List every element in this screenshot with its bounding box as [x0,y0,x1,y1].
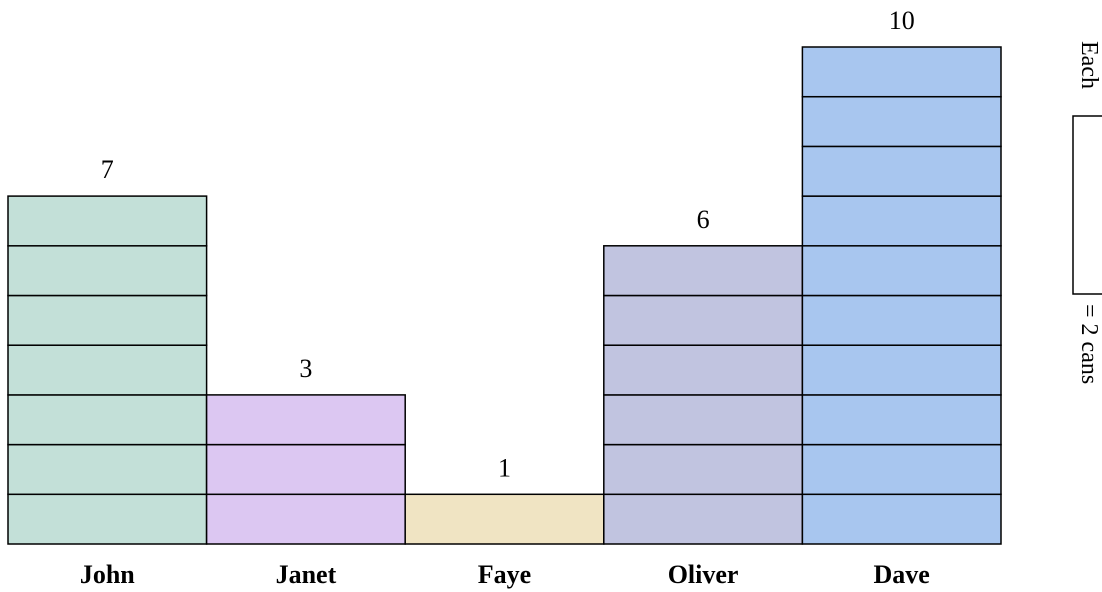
bar-oliver [603,245,804,545]
category-label-janet: Janet [276,560,337,589]
bar-unit [404,493,605,545]
value-label-group: 7 3 1 6 10 [101,6,915,482]
bar-unit [603,245,804,297]
value-label-faye: 1 [498,453,511,482]
bar-unit [801,95,1002,148]
bar-unit [205,443,406,496]
bar-dave [801,46,1002,545]
bar-unit [7,443,208,496]
category-label-group: John Janet Faye Oliver Dave [80,560,930,589]
bar-unit [801,195,1002,247]
bar-faye [404,493,605,545]
bar-group [7,46,1002,545]
bar-unit [7,245,208,297]
bar-unit [7,195,208,247]
value-label-john: 7 [101,155,114,184]
category-label-dave: Dave [874,560,930,589]
bar-unit [603,294,804,346]
bar-unit [801,443,1002,496]
bar-unit [7,344,208,396]
bar-john [7,195,208,545]
legend-unit-box [1072,115,1102,295]
bar-unit [801,245,1002,297]
bar-unit [7,493,208,545]
bar-unit [205,394,406,446]
category-label-oliver: Oliver [668,560,739,589]
bar-unit [603,443,804,496]
bar-unit [7,294,208,346]
value-label-janet: 3 [299,354,312,383]
bar-unit [603,493,804,545]
bar-unit [801,46,1002,98]
bar-unit [801,294,1002,346]
bar-unit [801,344,1002,396]
bar-janet [205,394,406,545]
bar-unit [801,394,1002,446]
bar-unit [801,145,1002,197]
category-label-faye: Faye [478,560,531,589]
bar-unit [801,493,1002,545]
value-label-dave: 10 [889,6,915,35]
bar-unit [205,493,406,545]
bar-unit [7,394,208,446]
value-label-oliver: 6 [697,205,710,234]
category-label-john: John [80,560,135,589]
legend-suffix: = 2 cans [1076,304,1102,384]
legend: Each = 2 cans [1072,41,1102,384]
bar-unit [603,394,804,446]
legend-prefix: Each [1076,41,1102,89]
bar-unit [603,344,804,396]
